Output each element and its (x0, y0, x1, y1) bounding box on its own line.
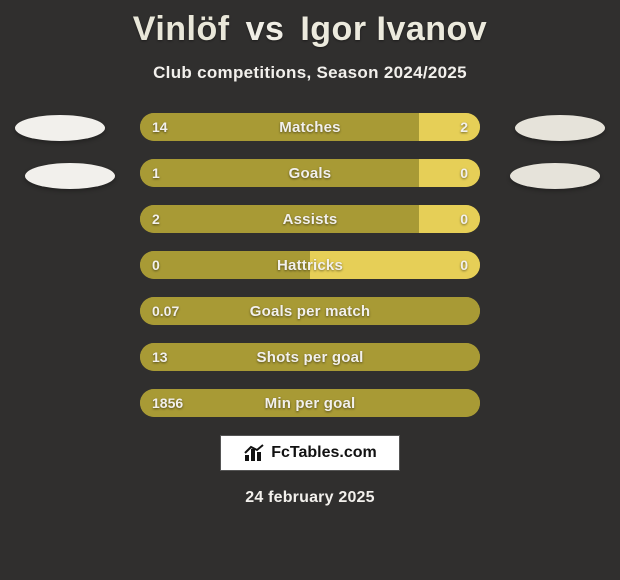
player2-name: Igor Ivanov (300, 10, 487, 48)
snapshot-date: 24 february 2025 (0, 489, 620, 507)
page-title: Vinlöf vs Igor Ivanov (0, 10, 620, 49)
player2-badge-1 (515, 115, 605, 141)
metric-label: Matches (140, 113, 480, 141)
player2-badge-2 (510, 163, 600, 189)
metric-label: Hattricks (140, 251, 480, 279)
metric-bar: 20Assists (140, 205, 480, 233)
metric-bars: 142Matches 10Goals 20Assists 00Hattricks 0.0… (140, 113, 480, 417)
metrics-area: 142Matches 10Goals 20Assists 00Hattricks 0.0… (0, 113, 620, 417)
metric-label: Goals per match (140, 297, 480, 325)
comparison-card: Vinlöf vs Igor Ivanov Club competitions,… (0, 0, 620, 580)
metric-bar: 13Shots per goal (140, 343, 480, 371)
metric-bar: 00Hattricks (140, 251, 480, 279)
metric-bar: 142Matches (140, 113, 480, 141)
player1-badge-2 (25, 163, 115, 189)
player1-name: Vinlöf (133, 10, 230, 48)
metric-bar: 10Goals (140, 159, 480, 187)
bar-chart-icon (243, 443, 267, 463)
source-logo: FcTables.com (220, 435, 400, 471)
logo-brand-text: FcTables.com (271, 444, 377, 462)
subtitle: Club competitions, Season 2024/2025 (0, 63, 620, 83)
metric-label: Assists (140, 205, 480, 233)
metric-label: Goals (140, 159, 480, 187)
metric-label: Shots per goal (140, 343, 480, 371)
vs-separator: vs (246, 10, 285, 48)
metric-bar: 0.07Goals per match (140, 297, 480, 325)
metric-bar: 1856Min per goal (140, 389, 480, 417)
metric-label: Min per goal (140, 389, 480, 417)
player1-badge-1 (15, 115, 105, 141)
